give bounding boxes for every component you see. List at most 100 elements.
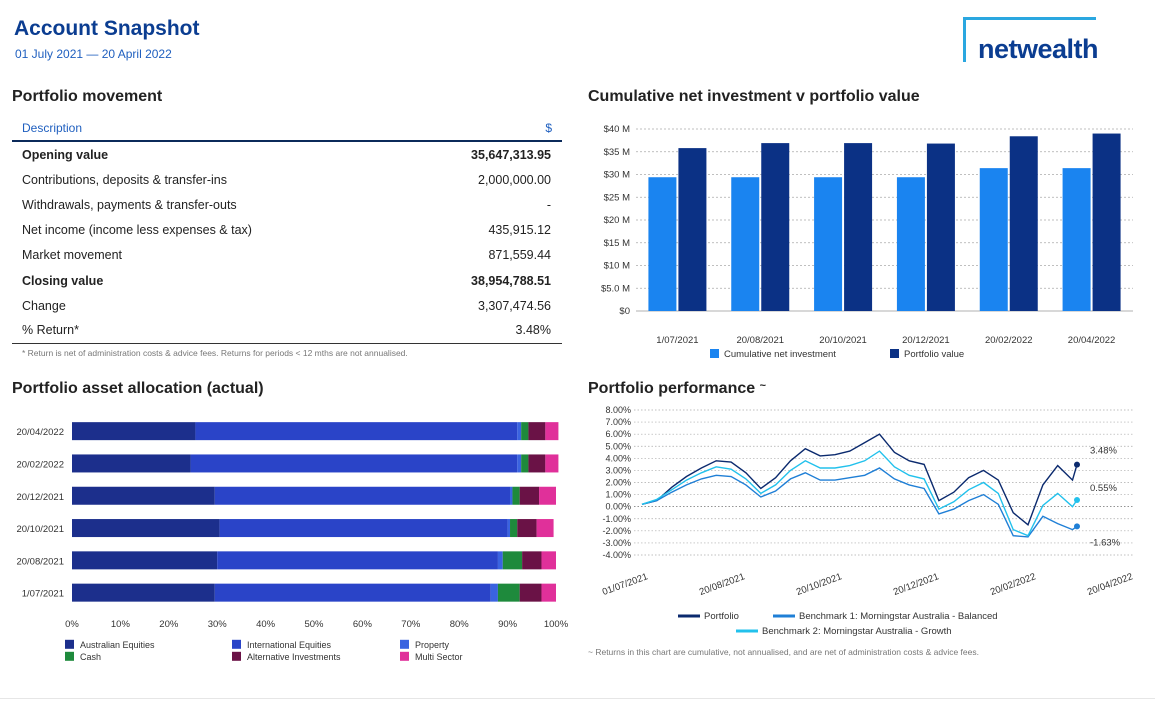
allocation-segment: [541, 551, 556, 570]
allocation-segment: [539, 486, 556, 505]
movement-row: Opening value 35,647,313.95: [12, 142, 562, 167]
y-tick-label: 20/02/2022: [16, 459, 64, 470]
y-tick-label: 20/12/2021: [16, 492, 64, 503]
y-tick-label: $5.0 M: [601, 283, 630, 294]
allocation-segment: [507, 519, 511, 538]
series-endpoint: [1074, 497, 1080, 504]
series-line: [641, 450, 1078, 537]
bar-net-investment: [814, 177, 843, 311]
allocation-title: Portfolio asset allocation (actual): [12, 380, 264, 397]
legend-label: Australian Equities: [80, 640, 155, 650]
movement-row: Contributions, deposits & transfer-ins 2,…: [12, 167, 562, 192]
bar-portfolio-value: [1092, 133, 1121, 311]
movement-row-value: -: [546, 197, 551, 212]
bar-net-investment: [1062, 168, 1091, 311]
legend-swatch: [710, 349, 719, 358]
y-tick-label: -1.00%: [602, 514, 631, 524]
series-line: [641, 433, 1078, 526]
legend-swatch: [232, 651, 241, 661]
allocation-segment: [72, 454, 191, 473]
x-tick-label: 20%: [159, 619, 179, 630]
movement-row: Net income (income less expenses & tax) 4…: [12, 218, 562, 243]
movement-row-value: 3,307,474.56: [478, 298, 551, 313]
movement-row-value: 435,915.12: [488, 223, 551, 238]
movement-row-label: % Return*: [22, 323, 79, 338]
legend-swatch: [65, 639, 74, 649]
y-tick-label: $15 M: [604, 238, 630, 249]
x-tick-label: 90%: [498, 619, 518, 630]
allocation-segment: [521, 422, 529, 441]
allocation-segment: [217, 551, 498, 570]
movement-table: Description $ Opening value 35,647,313.95…: [12, 116, 562, 344]
legend-label: International Equities: [247, 640, 332, 650]
movement-row: Market movement 871,559.44: [12, 243, 562, 268]
movement-row-value: 35,647,313.95: [471, 147, 551, 162]
y-tick-label: -3.00%: [602, 538, 631, 548]
bar-net-investment: [731, 177, 760, 311]
y-tick-label: 1/07/2021: [22, 589, 64, 600]
x-tick-label: 50%: [304, 619, 324, 630]
allocation-segment: [72, 551, 218, 570]
allocation-segment: [528, 422, 546, 441]
allocation-segment: [510, 519, 518, 538]
legend-label: Cumulative net investment: [724, 349, 836, 360]
movement-row: Change 3,307,474.56: [12, 293, 562, 318]
bar-portfolio-value: [926, 143, 955, 311]
cumulative-chart: $0 $5.0 M $10 M $15 M $20 M $25 M $30 M $35 M $4…: [601, 124, 1133, 360]
allocation-segment: [490, 583, 498, 602]
allocation-segment: [72, 519, 220, 538]
movement-table-header: Description $: [12, 116, 562, 142]
performance-chart: 8.00% 7.00% 6.00% 5.00% 4.00% 3.00% 2.00% 1.00%…: [601, 405, 1134, 637]
x-tick-label: 40%: [256, 619, 276, 630]
movement-row-label: Opening value: [22, 147, 109, 162]
movement-row-label: Withdrawals, payments & transfer-outs: [22, 197, 237, 212]
legend-swatch: [890, 349, 899, 358]
allocation-segment: [219, 519, 508, 538]
series-end-label: 3.48%: [1090, 446, 1117, 457]
legend-swatch: [65, 651, 74, 661]
movement-footnote: * Return is net of administration costs …: [22, 348, 408, 358]
allocation-chart: 20/04/2022 20/02/2022 20/12/2021 20/10/2021…: [16, 422, 569, 662]
logo-accent-top: [963, 17, 1096, 20]
bar-net-investment: [896, 177, 925, 311]
logo-wordmark: netwealth: [978, 34, 1099, 64]
x-tick-label: 20/08/2021: [698, 571, 746, 598]
movement-row: % Return* 3.48%: [12, 318, 562, 344]
y-tick-label: 6.00%: [605, 429, 631, 439]
allocation-segment: [512, 486, 520, 505]
y-tick-label: $25 M: [604, 192, 630, 203]
bar-portfolio-value: [678, 148, 707, 311]
y-tick-label: 5.00%: [605, 441, 631, 451]
movement-row-value: 38,954,788.51: [471, 273, 551, 288]
legend-label: Benchmark 2: Morningstar Australia - Gro…: [762, 626, 952, 637]
bottom-divider: [0, 698, 1155, 699]
movement-row-label: Net income (income less expenses & tax): [22, 223, 252, 238]
bar-net-investment: [648, 177, 677, 311]
bar-portfolio-value: [844, 143, 873, 311]
allocation-segment: [536, 519, 554, 538]
series-endpoint: [1074, 461, 1080, 468]
performance-footnote: ~ Returns in this chart are cumulative, …: [588, 647, 979, 657]
allocation-segment: [497, 551, 503, 570]
x-tick-label: 20/02/2022: [985, 335, 1033, 346]
bar-portfolio-value: [761, 143, 790, 311]
y-tick-label: -4.00%: [602, 550, 631, 560]
movement-row-label: Change: [22, 298, 66, 313]
cumulative-title: Cumulative net investment v portfolio va…: [588, 88, 920, 105]
y-tick-label: $30 M: [604, 170, 630, 181]
y-tick-label: 4.00%: [605, 453, 631, 463]
allocation-segment: [517, 454, 522, 473]
x-tick-label: 10%: [111, 619, 131, 630]
x-tick-label: 20/10/2021: [795, 571, 843, 598]
x-tick-label: 80%: [450, 619, 470, 630]
legend-swatch: [232, 639, 241, 649]
date-range: 01 July 2021 — 20 April 2022: [15, 47, 172, 61]
allocation-segment: [545, 422, 559, 441]
x-tick-label: 20/04/2022: [1068, 335, 1116, 346]
allocation-segment: [521, 454, 529, 473]
bar-net-investment: [979, 168, 1008, 311]
allocation-segment: [510, 486, 513, 505]
movement-row: Closing value 38,954,788.51: [12, 268, 562, 293]
allocation-segment: [517, 519, 537, 538]
y-tick-label: 1.00%: [605, 490, 631, 500]
